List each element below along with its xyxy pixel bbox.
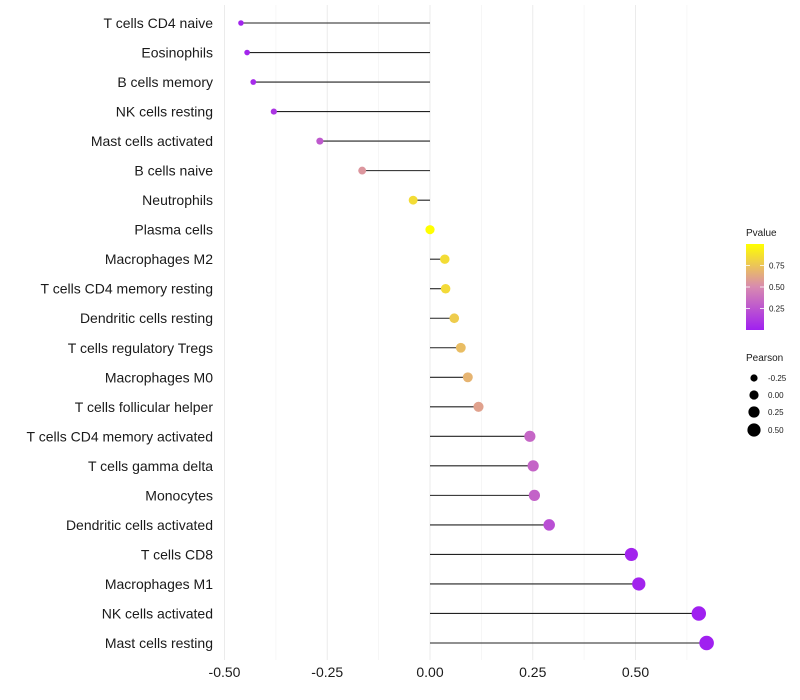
pearson-legend-dot xyxy=(750,374,758,382)
lollipop-dot xyxy=(462,372,473,383)
colorbar-tick-label: 0.50 xyxy=(769,283,785,292)
pearson-legend-title: Pearson xyxy=(746,353,783,364)
pearson-legend-label: 0.25 xyxy=(768,408,784,417)
y-tick-label: NK cells activated xyxy=(102,605,213,621)
y-tick-label: Dendritic cells resting xyxy=(80,310,213,326)
y-tick-label: Dendritic cells activated xyxy=(66,517,213,533)
lollipop-dot xyxy=(238,20,244,26)
grid-lines xyxy=(224,5,688,660)
y-tick-label: T cells CD4 memory resting xyxy=(41,281,213,297)
pvalue-legend-title: Pvalue xyxy=(746,228,777,239)
lollipop-dot xyxy=(270,108,277,115)
colorbar-tick-label: 0.75 xyxy=(769,262,785,271)
lollipop-dot xyxy=(440,254,450,264)
y-tick-label: NK cells resting xyxy=(116,104,213,120)
stems xyxy=(240,22,707,644)
y-tick-label: Mast cells resting xyxy=(105,635,213,651)
pearson-legend-label: 0.50 xyxy=(768,426,784,435)
lollipop-dot xyxy=(624,547,638,561)
y-tick-label: Macrophages M1 xyxy=(105,576,213,592)
y-tick-label: B cells memory xyxy=(117,74,213,90)
pearson-legend-dot xyxy=(748,406,760,418)
colorbar-tick-label: 0.25 xyxy=(769,305,785,314)
x-tick-label: 0.00 xyxy=(416,664,443,680)
lollipop-dot xyxy=(691,606,707,621)
x-tick-label: 0.50 xyxy=(622,664,649,680)
y-tick-label: B cells naive xyxy=(134,163,213,179)
lollipop-dot xyxy=(408,195,418,205)
lollipop-dot xyxy=(524,430,536,442)
lollipop-dot xyxy=(528,489,541,501)
x-tick-label: -0.50 xyxy=(209,664,241,680)
lollipop-dot xyxy=(358,166,367,175)
lollipop-dot xyxy=(425,225,435,235)
pearson-legend-items: -0.25 0.00 0.25 0.50 xyxy=(747,374,787,437)
y-tick-label: T cells follicular helper xyxy=(75,399,214,415)
lollipop-dot xyxy=(527,460,539,472)
pvalue-colorbar-ticks: 0.25 0.50 0.75 xyxy=(746,262,785,314)
x-axis-labels: -0.50 -0.25 0.00 0.25 0.50 xyxy=(209,664,650,680)
lollipop-dot xyxy=(543,519,555,531)
pearson-legend-label: -0.25 xyxy=(768,374,787,383)
lollipop-dot xyxy=(449,313,460,324)
pearson-legend: Pearson -0.25 0.00 0.25 0.50 xyxy=(746,353,787,437)
pvalue-colorbar xyxy=(746,244,764,330)
lollipop-dot xyxy=(632,577,646,591)
y-tick-label: Macrophages M0 xyxy=(105,369,213,385)
x-tick-label: 0.25 xyxy=(519,664,546,680)
lollipop-dot xyxy=(455,342,466,353)
dots xyxy=(238,20,714,651)
y-tick-label: T cells regulatory Tregs xyxy=(68,340,213,356)
y-tick-label: T cells gamma delta xyxy=(88,458,213,474)
pearson-legend-label: 0.00 xyxy=(768,391,784,400)
lollipop-dot xyxy=(473,401,484,412)
y-tick-label: T cells CD4 naive xyxy=(104,15,214,31)
y-tick-label: Eosinophils xyxy=(141,45,213,61)
pearson-legend-dot xyxy=(749,390,759,400)
y-tick-label: Macrophages M2 xyxy=(105,251,213,267)
pearson-legend-dot xyxy=(747,423,761,437)
y-tick-label: Neutrophils xyxy=(142,192,213,208)
y-tick-label: Plasma cells xyxy=(134,222,213,238)
y-tick-label: Mast cells activated xyxy=(91,133,213,149)
lollipop-dot xyxy=(250,79,257,85)
lollipop-dot xyxy=(699,635,714,651)
y-tick-label: Monocytes xyxy=(145,487,213,503)
lollipop-dot xyxy=(244,49,250,56)
y-tick-label: T cells CD8 xyxy=(141,546,213,562)
lollipop-dot xyxy=(440,283,451,294)
x-tick-label: -0.25 xyxy=(311,664,343,680)
pvalue-legend: Pvalue 0.25 0.50 0.75 xyxy=(746,228,785,330)
y-tick-label: T cells CD4 memory activated xyxy=(27,428,213,444)
lollipop-dot xyxy=(316,137,324,145)
y-axis-labels: T cells CD4 naive Eosinophils B cells memo… xyxy=(27,15,214,651)
